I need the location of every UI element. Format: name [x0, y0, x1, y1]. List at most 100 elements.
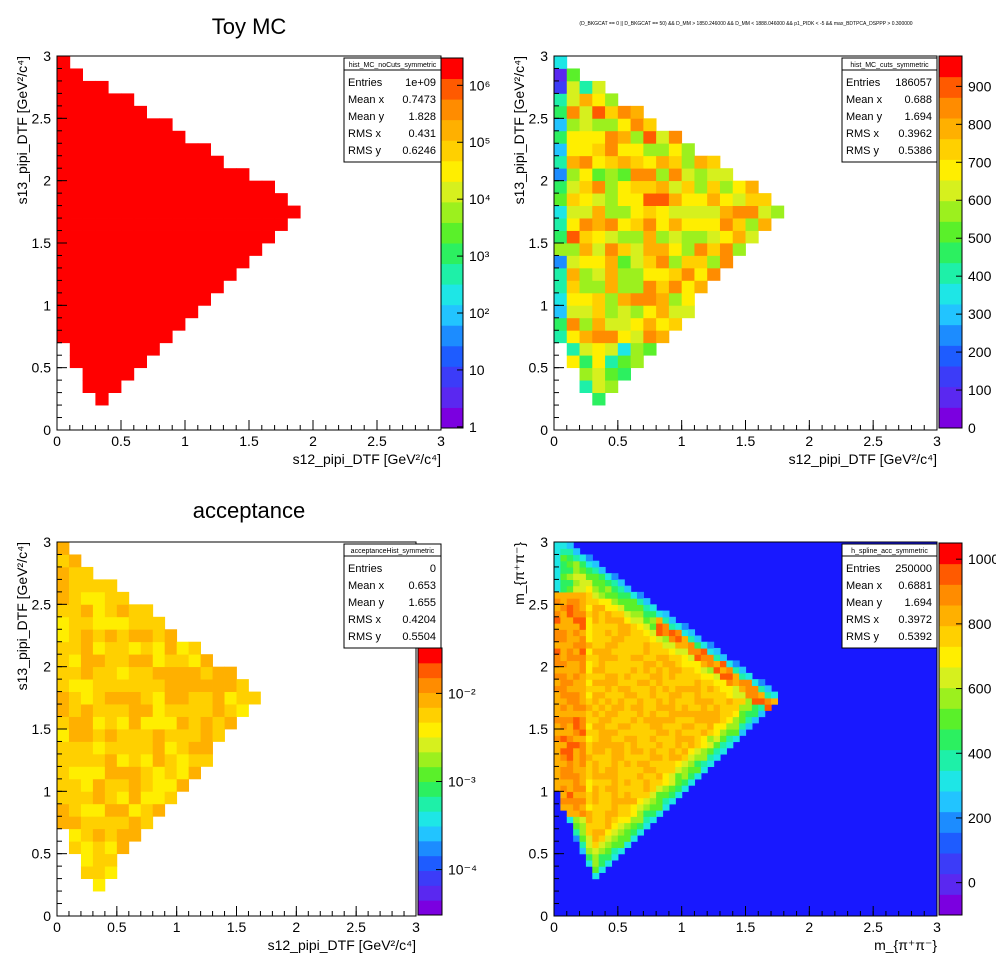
stats-row-label: Entries — [846, 77, 881, 89]
contour-cell — [624, 785, 632, 792]
histogram-bin — [95, 292, 109, 306]
contour-cell — [598, 735, 606, 743]
histogram-bin — [592, 317, 606, 331]
histogram-bin — [69, 68, 83, 82]
histogram-bin — [197, 280, 211, 294]
x-axis-title: s12_pipi_DTF [GeV²/c⁴] — [789, 451, 937, 467]
histogram-bin — [116, 766, 130, 780]
x-tick-label: 2 — [309, 433, 317, 449]
contour-cell — [751, 697, 759, 705]
histogram-bin — [554, 168, 568, 182]
contour-cell — [739, 691, 747, 699]
contour-cell — [630, 722, 638, 730]
contour-cell — [624, 598, 632, 605]
contour-cell — [560, 542, 568, 549]
histogram-bin — [566, 342, 580, 356]
colorbar-label: 800 — [968, 616, 992, 632]
histogram-bin — [104, 866, 118, 879]
colorbar-segment — [939, 407, 962, 429]
contour-cell — [630, 635, 638, 643]
contour-cell — [566, 629, 574, 637]
histogram-bin — [172, 168, 186, 182]
contour-cell — [598, 866, 606, 873]
contour-cell — [681, 729, 689, 736]
histogram-bin — [223, 255, 237, 269]
contour-cell — [611, 729, 619, 736]
histogram-bin — [236, 243, 250, 256]
histogram-bin — [579, 130, 593, 144]
contour-cell — [560, 697, 568, 705]
histogram-bin — [116, 704, 130, 717]
histogram-bin — [617, 330, 631, 344]
contour-cell — [573, 729, 581, 736]
histogram-bin — [128, 741, 142, 755]
histogram-bin — [694, 193, 708, 206]
histogram-bin — [566, 218, 580, 231]
histogram-bin — [69, 130, 83, 144]
colorbar-segment — [939, 283, 962, 305]
contour-cell — [554, 729, 561, 736]
y-tick-label: 0.5 — [529, 846, 549, 862]
histogram-bin — [668, 305, 683, 319]
colorbar-label: 300 — [968, 306, 992, 322]
histogram-bin — [140, 604, 154, 618]
contour-cell — [732, 672, 740, 680]
contour-cell — [643, 760, 651, 767]
contour-cell — [566, 785, 574, 792]
histogram-bin — [630, 130, 644, 144]
histogram-bin — [68, 816, 82, 830]
histogram-bin — [82, 193, 96, 206]
histogram-bin — [82, 367, 96, 381]
histogram-bin — [249, 180, 263, 194]
histogram-bin — [68, 604, 82, 618]
histogram-bin — [617, 342, 631, 356]
histogram-bin — [197, 243, 211, 256]
histogram-bin — [236, 180, 250, 194]
contour-cell — [605, 766, 613, 774]
contour-cell — [707, 666, 715, 674]
histogram-bin — [656, 255, 670, 269]
histogram-bin — [69, 355, 83, 369]
histogram-bin — [121, 292, 135, 306]
contour-cell — [694, 722, 702, 730]
contour-cell — [592, 573, 600, 580]
histogram-bin — [164, 778, 178, 792]
contour-cell — [643, 672, 651, 680]
histogram-bin — [68, 566, 82, 580]
histogram-bin — [197, 267, 211, 281]
histogram-bin — [92, 604, 106, 618]
histogram-bin — [116, 616, 130, 630]
histogram-bin — [57, 716, 70, 730]
contour-cell — [579, 697, 587, 705]
contour-cell — [694, 672, 702, 680]
histogram-bin — [128, 616, 142, 630]
contour-cell — [681, 785, 689, 792]
colorbar-segment — [418, 840, 442, 857]
contour-cell — [668, 753, 676, 761]
histogram-bin — [140, 729, 154, 742]
contour-cell — [624, 828, 632, 836]
contour-cell — [617, 741, 625, 749]
histogram-bin — [643, 130, 657, 144]
histogram-bin — [630, 155, 644, 169]
y-axis-title: s13_pipi_DTF [GeV²/c⁴] — [14, 56, 30, 204]
contour-cell — [598, 853, 606, 861]
contour-cell — [554, 591, 561, 599]
contour-cell — [585, 778, 593, 786]
histogram-bin — [128, 753, 142, 767]
contour-cell — [560, 566, 568, 574]
colorbar-segment — [418, 662, 442, 679]
histogram-bin — [128, 604, 142, 618]
contour-cell — [668, 741, 676, 749]
histogram-bin — [185, 143, 199, 157]
contour-cell — [694, 685, 702, 693]
histogram-bin — [159, 292, 173, 306]
histogram-bin — [554, 68, 568, 82]
histogram-bin — [185, 267, 199, 281]
stats-row-value: 1e+09 — [405, 77, 436, 89]
contour-cell — [617, 610, 625, 618]
contour-cell — [598, 604, 606, 612]
y-axis-title: s13_pipi_DTF [GeV²/c⁴] — [14, 542, 30, 690]
histogram-bin — [121, 118, 135, 132]
histogram-bin — [630, 243, 644, 256]
